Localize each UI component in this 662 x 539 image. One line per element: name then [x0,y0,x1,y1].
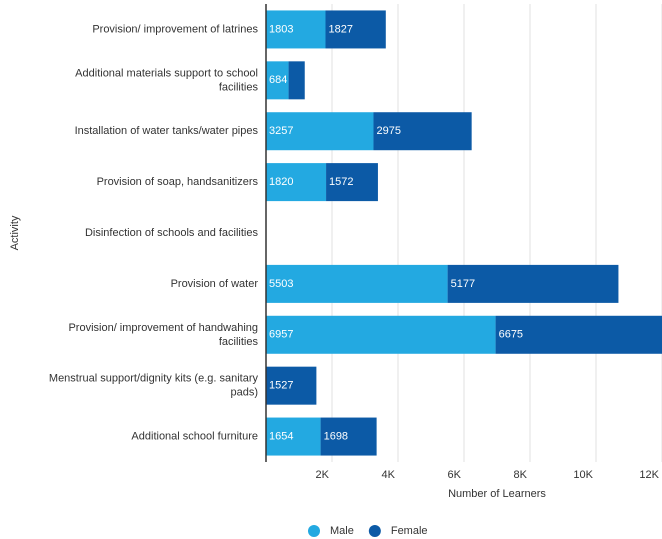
bar-segment [266,315,496,354]
bar-segment [326,163,378,202]
data-label: 1572 [329,176,353,188]
bar-segment [266,417,321,456]
data-label: 1698 [324,430,348,442]
data-label: 5503 [269,278,293,290]
bar-segment [325,10,386,49]
data-label: 1820 [269,176,293,188]
bar-segment [495,315,662,354]
data-label: 6675 [499,329,523,341]
bar-segment [266,163,327,202]
x-tick-label: 12K [639,469,659,481]
data-label: 1654 [269,430,293,442]
plot-area: 1803 1827 684 3257 2975 1820 1572 5503 5177 6957 6… [266,10,662,456]
x-tick-label: 2K [316,469,330,481]
bar-segment [266,61,289,100]
legend-label: Female [391,525,428,537]
legend-label: Male [330,525,354,537]
y-tick-label: Installation of water tanks/water pipes [75,125,259,137]
y-axis-title: Activity [9,215,21,250]
y-tick-label: Provision of water [171,278,259,290]
data-label: 1827 [328,23,352,35]
data-label: 5177 [451,278,475,290]
x-tick-label: 10K [573,469,593,481]
data-label: 1803 [269,23,293,35]
y-tick-label: Provision/ improvement of handwahing faci… [68,322,258,348]
y-tick-label: Menstrual support/dignity kits (e.g. san… [49,373,259,399]
y-tick-label: Additional school furniture [131,430,258,442]
y-tick-label: Additional materials support to school fa… [75,67,258,93]
bar-segment [266,264,448,303]
x-axis-title: Number of Learners [448,488,546,500]
data-label: 2975 [376,125,400,137]
y-tick-label: Provision/ improvement of latrines [92,23,258,35]
x-tick-label: 6K [448,469,462,481]
data-label: 1527 [269,380,293,392]
y-tick-label: Disinfection of schools and facilities [85,227,259,239]
x-tick-label: 8K [514,469,528,481]
y-tick-label: Provision of soap, handsanitizers [97,176,259,188]
x-tick-label: 4K [382,469,396,481]
data-label: 6957 [269,329,293,341]
legend-marker [368,525,381,537]
bar-segment [288,61,305,100]
bar-segment [266,10,326,49]
bar-segment [266,112,374,151]
bar-segment [320,417,377,456]
data-label: 684 [269,74,287,86]
bar-segment [266,366,317,405]
legend-marker [308,525,320,537]
data-label: 3257 [269,125,293,137]
bar-segment [447,264,619,303]
bar-segment [373,112,472,151]
